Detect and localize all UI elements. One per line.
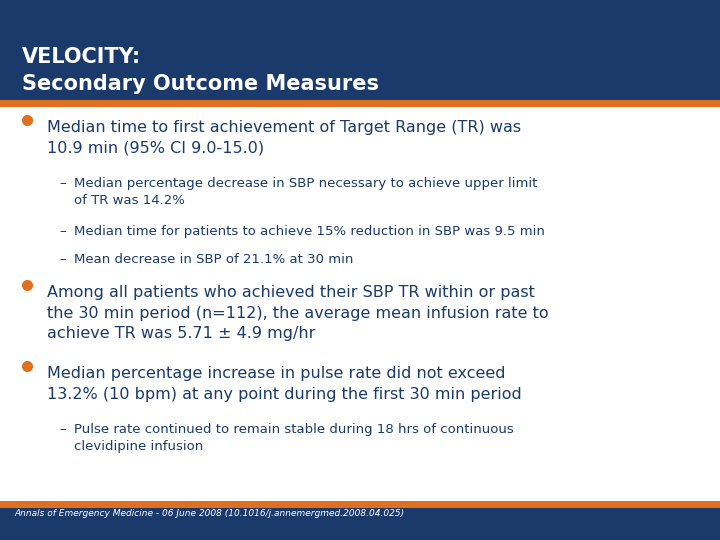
Text: Median time to first achievement of Target Range (TR) was
10.9 min (95% CI 9.0-1: Median time to first achievement of Targ… [47, 120, 521, 156]
Text: VELOCITY:: VELOCITY: [22, 46, 141, 67]
Text: –: – [59, 423, 66, 436]
Text: –: – [59, 253, 66, 266]
Text: Pulse rate continued to remain stable during 18 hrs of continuous
clevidipine in: Pulse rate continued to remain stable du… [74, 423, 514, 453]
Text: Median percentage increase in pulse rate did not exceed
13.2% (10 bpm) at any po: Median percentage increase in pulse rate… [47, 366, 521, 402]
Text: Median percentage decrease in SBP necessary to achieve upper limit
of TR was 14.: Median percentage decrease in SBP necess… [74, 177, 538, 207]
Text: Secondary Outcome Measures: Secondary Outcome Measures [22, 73, 379, 94]
Text: Annals of Emergency Medicine - 06 June 2008 (10.1016/j.annemergmed.2008.04.025): Annals of Emergency Medicine - 06 June 2… [14, 509, 405, 517]
Bar [0, 501, 720, 508]
Text: Mean decrease in SBP of 21.1% at 30 min: Mean decrease in SBP of 21.1% at 30 min [74, 253, 354, 266]
Text: Median time for patients to achieve 15% reduction in SBP was 9.5 min: Median time for patients to achieve 15% … [74, 225, 545, 238]
Text: Among all patients who achieved their SBP TR within or past
the 30 min period (n: Among all patients who achieved their SB… [47, 285, 549, 341]
Bar [0, 508, 720, 540]
Text: –: – [59, 225, 66, 238]
Bar [0, 0, 720, 100]
Text: –: – [59, 177, 66, 190]
Bar [0, 100, 720, 107]
